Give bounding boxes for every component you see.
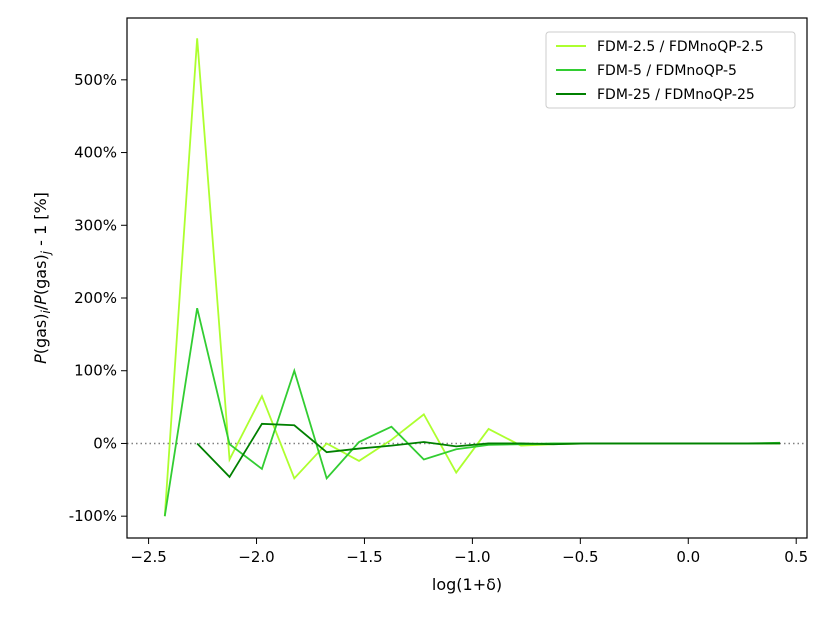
y-tick-label: 400%: [74, 144, 117, 162]
x-tick-label: −2.0: [238, 548, 274, 566]
x-tick-label: −1.5: [346, 548, 382, 566]
plot-frame: [126, 17, 808, 539]
legend-label-fdm-25: FDM-25 / FDMnoQP-25: [597, 87, 755, 103]
y-axis-label: P(gas)i/P(gas)j - 1 [%]: [31, 192, 53, 364]
y-tick-label: 300%: [74, 216, 117, 234]
legend-label-fdm-2.5: FDM-2.5 / FDMnoQP-2.5: [597, 39, 764, 55]
y-tick-label: -100%: [69, 507, 117, 525]
legend-box: [545, 31, 796, 109]
x-tick-label: 0.0: [676, 548, 700, 566]
x-axis-label: log(1+δ): [432, 575, 502, 594]
y-tick-label: 100%: [74, 362, 117, 380]
series-layer: [163, 38, 781, 517]
x-tick-label: −2.5: [130, 548, 166, 566]
y-tick-label: 500%: [74, 71, 117, 89]
x-tick-label: −0.5: [562, 548, 598, 566]
y-axis-ticks: -100% 0% 100% 200% 300% 400% 500%: [69, 71, 127, 525]
x-tick-label: −1.0: [454, 548, 490, 566]
y-tick-label: 200%: [74, 289, 117, 307]
y-tick-label: 0%: [93, 434, 117, 452]
x-axis-ticks: −2.5 −2.0 −1.5 −1.0 −0.5 0.0 0.5: [130, 538, 808, 566]
legend: FDM-2.5 / FDMnoQP-2.5 FDM-5 / FDMnoQP-5 …: [545, 31, 796, 109]
series-line-2: [196, 422, 781, 479]
x-tick-label: 0.5: [784, 548, 808, 566]
legend-label-fdm-5: FDM-5 / FDMnoQP-5: [597, 63, 737, 79]
